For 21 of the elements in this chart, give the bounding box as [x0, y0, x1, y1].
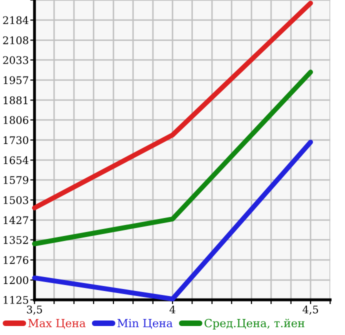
y-tick-label: 1730 [4, 136, 28, 144]
legend-label: Min Цена [118, 318, 173, 329]
x-tick-label: 4 [170, 306, 176, 314]
y-tick-label: 1503 [4, 196, 28, 204]
y-tick-label: 1806 [4, 116, 28, 124]
legend-label: Сред.Цена, т.йен [204, 318, 304, 330]
y-tick-label: 1957 [4, 76, 28, 84]
x-tick-label: 4,5 [302, 306, 318, 315]
y-tick-label: 1200 [4, 276, 28, 284]
y-tick-label: 2184 [3, 16, 28, 24]
y-tick-label: 1276 [4, 256, 28, 264]
y-tick-label: 2033 [3, 56, 28, 64]
y-tick-label: 1881 [4, 96, 28, 104]
y-tick-label: 1579 [4, 176, 28, 184]
y-tick-label: 1427 [4, 216, 28, 224]
legend-label: Max Цена [28, 319, 86, 329]
y-tick-label: 1352 [4, 236, 28, 244]
y-tick-label: 2108 [3, 36, 28, 44]
y-tick-label: 1654 [4, 156, 28, 164]
x-tick-label: 3,5 [27, 306, 42, 315]
y-tick-label: 1125 [4, 296, 28, 304]
